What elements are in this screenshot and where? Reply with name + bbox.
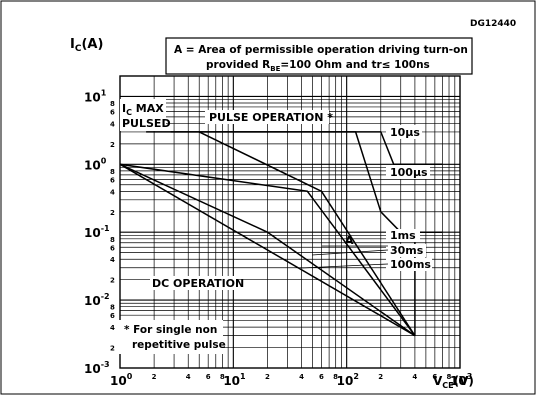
x-tick-label: 101: [223, 372, 246, 388]
svg-text:DC OPERATION: DC OPERATION: [152, 277, 244, 290]
x-minor-tick-label: 4: [412, 373, 417, 381]
x-minor-tick-label: 4: [186, 373, 191, 381]
y-minor-tick-label: 2: [110, 345, 115, 353]
y-minor-tick-label: 6: [110, 244, 115, 252]
annotation-line-1: A = Area of permissible operation drivin…: [174, 44, 468, 56]
series-label-100us: 100μs: [390, 166, 428, 179]
y-tick-label: 100: [84, 156, 107, 172]
x-minor-tick-label: 8: [447, 373, 452, 381]
series-labels: 10μs 100μs 1ms 30ms 100ms: [301, 125, 432, 271]
pulse-operation-label: PULSE OPERATION *: [205, 110, 333, 124]
leader-30ms: [311, 249, 389, 256]
annotation-box: A = Area of permissible operation drivin…: [165, 37, 473, 75]
svg-text:PULSED: PULSED: [122, 117, 171, 130]
y-minor-tick-label: 6: [110, 108, 115, 116]
y-minor-tick-label: 6: [110, 312, 115, 320]
series-label-30ms: 30ms: [390, 244, 424, 257]
y-minor-tick-label: 8: [110, 168, 115, 176]
y-minor-tick-label: 6: [110, 176, 115, 184]
y-minor-tick-label: 8: [110, 304, 115, 312]
y-minor-tick-label: 4: [110, 120, 115, 128]
y-tick-label: 10-2: [84, 292, 110, 308]
series-line-2: [198, 131, 416, 337]
x-minor-tick-label: 6: [432, 373, 437, 381]
y-minor-tick-label: 8: [110, 236, 115, 244]
svg-text:IC MAX: IC MAX: [122, 102, 164, 117]
ic-max-pulsed-label: IC MAX PULSED: [120, 99, 171, 131]
series-label-100ms: 100ms: [390, 258, 431, 271]
y-minor-tick-label: 8: [110, 100, 115, 108]
x-tick-label: 100: [110, 372, 133, 388]
y-minor-tick-label: 2: [110, 277, 115, 285]
series-line-5: [119, 163, 416, 337]
x-tick-label: 102: [337, 372, 359, 388]
x-minor-tick-label: 8: [220, 373, 225, 381]
y-axis-label: IC(A): [70, 37, 103, 54]
y-tick-label: 101: [84, 88, 107, 104]
series-line-4: [119, 163, 416, 337]
y-minor-tick-label: 4: [110, 256, 115, 264]
x-minor-tick-label: 8: [333, 373, 338, 381]
leader-100ms: [301, 263, 389, 269]
y-tick-label: 10-1: [84, 224, 110, 240]
svg-text:repetitive pulse: repetitive pulse: [132, 339, 226, 351]
x-minor-tick-label: 2: [265, 373, 270, 381]
series-label-10us: 10μs: [390, 126, 420, 139]
x-minor-tick-label: 2: [152, 373, 157, 381]
series-line-3: [119, 163, 416, 337]
x-minor-tick-label: 4: [299, 373, 304, 381]
x-minor-tick-label: 2: [378, 373, 383, 381]
footnote-box: * For single non repetitive pulse: [119, 320, 226, 354]
svg-text:* For single non: * For single non: [124, 324, 217, 336]
dc-operation-label: DC OPERATION: [150, 276, 244, 290]
figure-id: DG12440: [470, 19, 516, 29]
y-minor-tick-label: 4: [110, 324, 115, 332]
annotation-line-2: provided RBE=100 Ohm and tr≤ 100ns: [206, 59, 430, 73]
y-minor-tick-label: 2: [110, 209, 115, 217]
y-minor-tick-label: 4: [110, 188, 115, 196]
x-minor-tick-label: 6: [319, 373, 324, 381]
x-tick-label: 103: [450, 372, 472, 388]
x-axis-label: VCE(V): [433, 374, 474, 390]
y-tick-label: 10-3: [84, 360, 110, 376]
svg-text:PULSE OPERATION *: PULSE OPERATION *: [209, 111, 333, 124]
x-minor-tick-label: 6: [206, 373, 211, 381]
area-marker: A: [345, 234, 354, 247]
series-label-1ms: 1ms: [390, 229, 416, 242]
y-minor-tick-label: 2: [110, 141, 115, 149]
